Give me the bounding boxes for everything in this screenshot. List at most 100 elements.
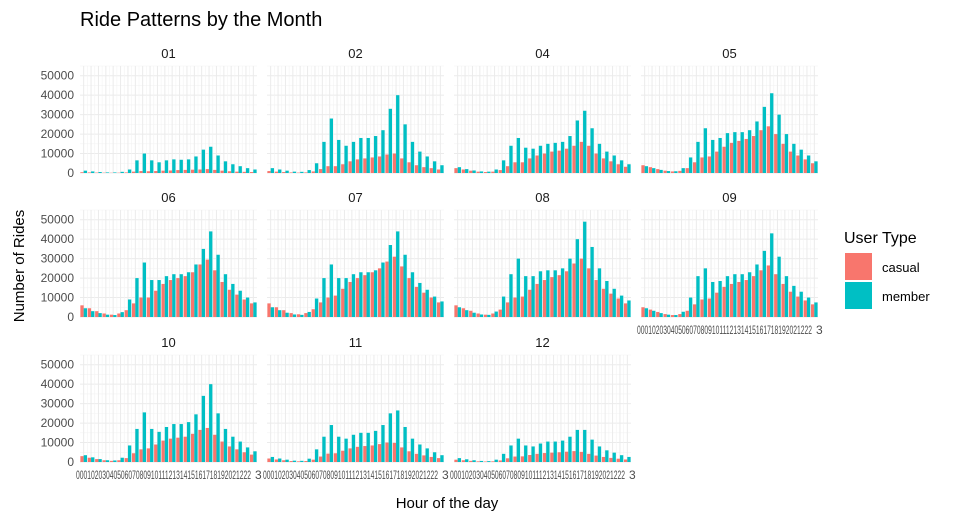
bar-casual (333, 166, 338, 173)
bar-casual (385, 154, 389, 173)
bar-casual (594, 455, 598, 462)
bar-casual (370, 272, 374, 317)
bar-casual (520, 162, 525, 173)
bar-member (300, 460, 304, 462)
bar-casual (476, 461, 480, 462)
bar-casual (220, 441, 224, 462)
bar-casual (461, 308, 466, 317)
bar-casual (722, 146, 726, 173)
bar-casual (289, 172, 293, 173)
bar-casual (296, 314, 301, 317)
panel-02: 02 (267, 46, 444, 174)
x-tick-labels: 0001020304050607080910111213141516171819… (450, 468, 625, 482)
bar-casual (429, 297, 433, 317)
y-tick-label: 20000 (41, 416, 75, 430)
bar-casual (311, 459, 315, 462)
bar-casual (528, 455, 532, 462)
bar-casual (422, 292, 426, 317)
y-tick-label: 40000 (41, 232, 75, 246)
y-tick-label: 30000 (41, 252, 75, 266)
bar-member (575, 429, 580, 462)
bar-casual (198, 264, 202, 317)
bar-member (270, 307, 275, 317)
bar-casual (282, 460, 286, 462)
chart-title: Ride Patterns by the Month (80, 9, 322, 31)
panel-04: 04 (454, 46, 631, 174)
panel-09: 09 00010203040506070809101112131415161718… (637, 190, 823, 337)
bar-member (270, 168, 275, 173)
bar-member (418, 444, 422, 462)
bar-member (440, 301, 444, 317)
bar-member (619, 160, 624, 173)
bar-member (105, 172, 110, 173)
bar-member (135, 428, 139, 462)
bar-casual (774, 274, 778, 317)
bar-member (388, 245, 393, 317)
bar-member (472, 170, 476, 173)
x-tick-labels: 0001020304050607080910111213141516171819… (76, 468, 251, 482)
bar-casual (124, 172, 128, 173)
bar-member (509, 274, 513, 317)
bar-casual (102, 313, 106, 317)
bar-casual (282, 172, 286, 173)
bar-casual (183, 436, 187, 462)
bar-casual (205, 259, 210, 317)
y-axis-label: Number of Rides (11, 210, 28, 323)
bar-member (568, 136, 572, 173)
bar-member (487, 461, 491, 462)
bar-member (351, 274, 356, 317)
bar-member (792, 285, 796, 317)
bar-casual (139, 297, 143, 317)
bar-member (487, 314, 491, 317)
bar-member (501, 296, 506, 317)
bar-casual (587, 145, 591, 173)
bar-casual (491, 313, 495, 317)
bar-casual (355, 446, 360, 462)
bar-member (83, 455, 88, 462)
bar-casual (656, 169, 660, 173)
bar-casual (333, 453, 338, 462)
bar-casual (109, 314, 114, 317)
bar-casual (648, 309, 653, 317)
bar-casual (400, 447, 404, 462)
bar-casual (692, 162, 697, 173)
bar-member (725, 133, 730, 173)
y-tick-label: 20000 (41, 127, 75, 141)
bar-casual (601, 288, 606, 317)
bar-member (524, 276, 528, 317)
bar-member (494, 169, 498, 173)
bar-member (179, 424, 183, 462)
bar-member (307, 458, 311, 462)
bar-casual (520, 296, 525, 317)
bar-casual (326, 166, 330, 173)
bar-member (164, 426, 169, 462)
bar-casual (117, 460, 121, 462)
bar-casual (572, 263, 576, 317)
bar-member (516, 438, 521, 462)
bar-casual (213, 270, 217, 317)
bar-member (157, 280, 161, 317)
bar-casual (623, 166, 628, 173)
bar-member (538, 271, 543, 317)
bar-member (814, 161, 818, 173)
bar-casual (304, 172, 308, 173)
bar-casual (109, 460, 114, 462)
bar-member (366, 137, 370, 173)
bar-casual (95, 311, 99, 317)
bar-member (314, 449, 319, 462)
bar-casual (198, 169, 202, 173)
bar-casual (715, 151, 719, 173)
bar-casual (249, 303, 254, 317)
bar-member (359, 432, 363, 462)
bar-casual (535, 155, 539, 173)
bar-member (373, 270, 378, 317)
bar-casual (766, 265, 771, 317)
bar-casual (781, 143, 785, 173)
bar-member (223, 161, 228, 173)
bar-member (524, 147, 528, 173)
bar-member (479, 314, 484, 317)
bar-casual (609, 457, 613, 462)
bar-member (784, 134, 789, 173)
bar-member (747, 130, 752, 173)
bar-member (597, 446, 602, 462)
